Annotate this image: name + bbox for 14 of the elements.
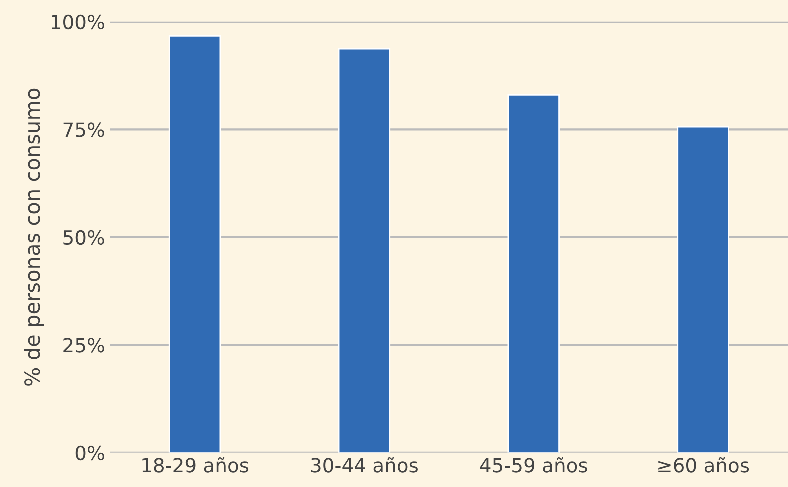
x-tick-label: 45-59 años [480,457,588,473]
y-tick-label: 50% [64,230,104,246]
x-tick-label: 30-44 años [311,457,418,473]
bar [338,48,391,453]
y-tick-label: 25% [64,338,104,353]
y-tick-label: 100% [52,14,104,30]
y-tick-label: 75% [64,122,104,138]
x-tick-label: ≥60 años [658,457,750,473]
y-tick-label: 0% [76,446,104,461]
x-tick-label: 18-29 años [142,457,249,473]
bar [168,35,222,453]
y-axis-title: % de personas con consumo [24,88,44,386]
bar [508,94,560,453]
bar [677,126,730,453]
